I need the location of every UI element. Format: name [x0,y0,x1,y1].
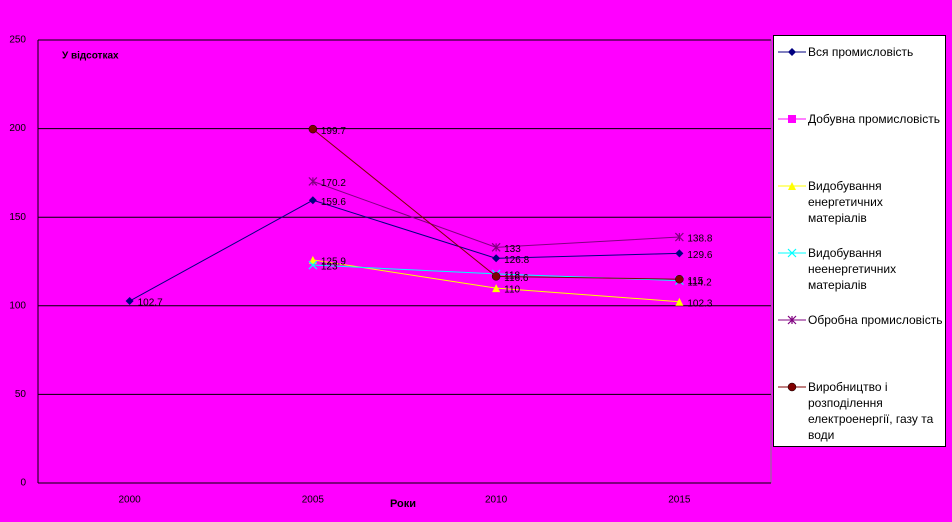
y-tick-label: 100 [9,300,26,311]
legend-label: Видобування неенергетичних матеріалів [808,246,897,292]
legend-swatch [778,248,806,258]
y-tick-label: 50 [15,389,27,400]
marker [788,48,796,56]
legend: Вся промисловість Добувна промисловість Ви… [773,35,946,447]
x-tick-label: 2000 [119,495,142,506]
x-tick-label: 2015 [668,495,691,506]
legend-label: Видобування енергетичних матеріалів [808,179,883,225]
marker [675,297,684,306]
marker [308,255,317,264]
legend-entry: Обробна промисловість [778,312,943,328]
data-label: 126.8 [504,255,529,266]
marker [788,115,796,123]
data-label: 170.2 [321,178,346,189]
data-label: 199.7 [321,126,346,137]
y-tick-label: 250 [9,35,26,46]
x-tick-label: 2005 [302,495,325,506]
legend-label: Обробна промисловість [808,313,943,327]
marker [674,232,684,242]
legend-entry: Видобування енергетичних матеріалів [778,178,943,226]
data-label: 118 [504,271,520,282]
y-tick-label: 150 [9,212,26,223]
data-label: 129.6 [687,250,712,261]
series-line [129,199,680,302]
marker [675,274,684,284]
legend-label: Виробництво і розподілення електроенергі… [808,380,934,442]
marker [787,382,797,392]
legend-entry: Добувна промисловість [778,111,943,127]
marker [492,284,501,293]
series-line [312,259,680,303]
annotation: У відсотках [62,51,119,62]
legend-label: Вся промисловість [808,45,914,59]
legend-entry: Видобування неенергетичних матеріалів [778,245,943,293]
legend-swatch [778,182,806,190]
data-label: 116.6 [504,273,529,284]
data-label: 125.9 [321,257,346,268]
marker [491,272,501,281]
legend-label: Добувна промисловість [808,112,940,126]
data-label: 114.2 [687,277,712,288]
marker [787,315,797,325]
marker [308,196,317,205]
series-line [312,180,680,248]
data-label: 102.7 [138,298,163,309]
data-label: 115 [687,276,703,287]
data-label: 110 [504,285,520,296]
data-label: 159.6 [321,197,346,208]
y-tick-label: 0 [20,478,26,489]
marker [675,249,684,258]
x-axis-title: Роки [390,498,416,510]
marker [788,182,796,190]
data-label: 138.8 [687,234,712,245]
marker [125,297,134,306]
marker [491,242,501,252]
legend-entry: Вся промисловість [778,44,943,60]
y-tick-label: 200 [9,123,26,134]
legend-swatch [778,382,806,392]
data-label: 133 [504,244,521,255]
marker [787,248,797,258]
x-tick-label: 2010 [485,495,508,506]
marker [308,260,318,270]
legend-swatch [778,48,806,56]
data-label: 102.3 [687,298,712,309]
legend-swatch [778,315,806,325]
data-label: 123 [321,262,338,273]
marker [492,254,501,263]
legend-entry: Виробництво і розподілення електроенергі… [778,379,943,443]
legend-swatch [778,115,806,123]
marker [308,124,318,134]
marker [308,176,318,186]
